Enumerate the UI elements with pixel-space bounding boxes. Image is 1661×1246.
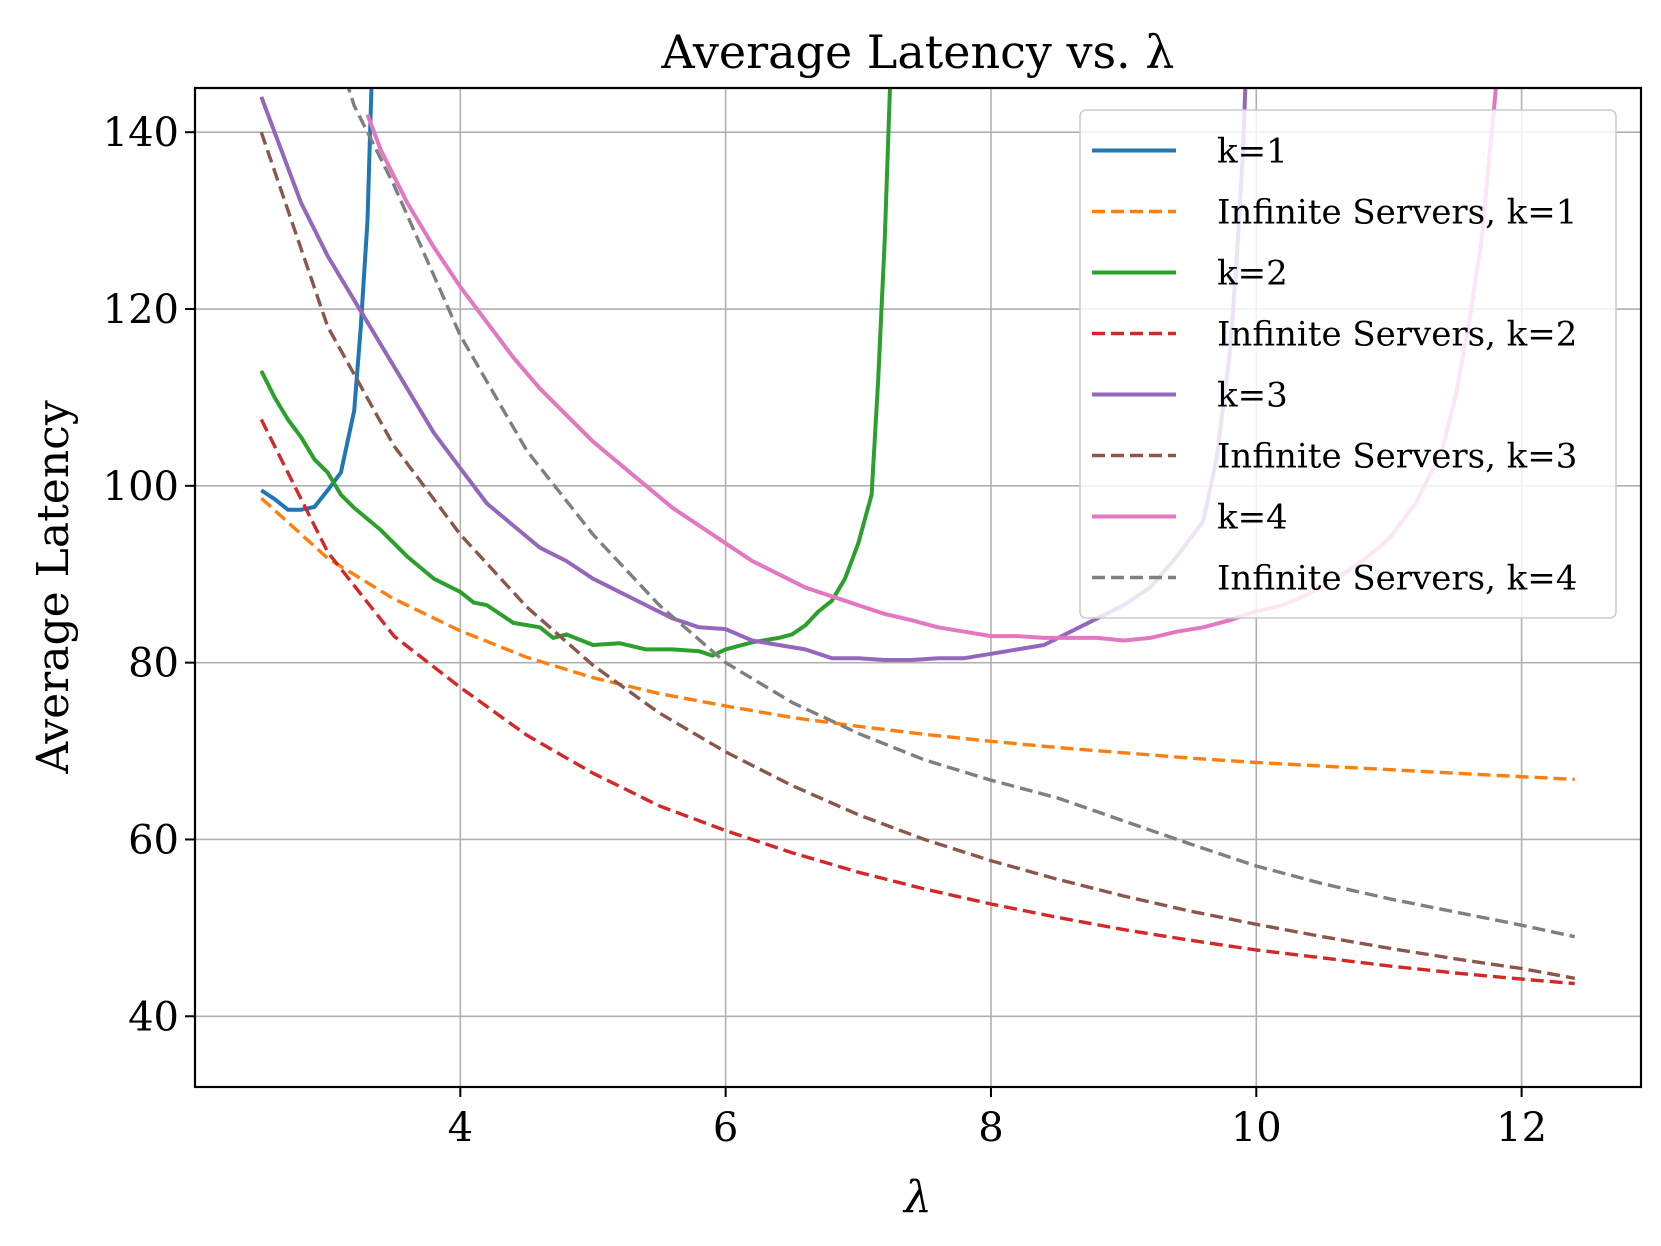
legend-label-7: k=4: [1217, 498, 1288, 538]
y-tick-label: 140: [103, 110, 179, 156]
x-tick-label: 4: [448, 1105, 473, 1151]
y-tick-label: 40: [128, 994, 179, 1040]
x-axis-label: λ: [902, 1172, 932, 1223]
legend-label-5: k=3: [1217, 376, 1288, 416]
y-tick-label: 120: [103, 287, 179, 333]
series-line-3: [259, 88, 892, 658]
legend-label-3: k=2: [1217, 254, 1288, 294]
ticks: 4 6 8 10 12 40 60 80 100 120 140: [103, 110, 1547, 1151]
legend-label-8: Infinite Servers, k=4: [1217, 559, 1577, 599]
legend-label-4: Infinite Servers, k=2: [1217, 315, 1577, 355]
x-tick-label: 10: [1231, 1105, 1282, 1151]
y-tick-label: 60: [128, 817, 179, 863]
x-tick-label: 8: [978, 1105, 1003, 1151]
x-tick-label: 12: [1496, 1105, 1547, 1151]
series-line-4: [259, 418, 1575, 986]
legend: k=1 Infinite Servers, k=1 k=2 Infinite Serv…: [1079, 109, 1617, 619]
legend-box: [1079, 109, 1617, 619]
series-line-2: [260, 496, 1575, 781]
plot-frame: [193, 86, 1643, 1089]
series-line-6: [259, 131, 1576, 980]
y-tick-label: 100: [103, 464, 179, 510]
series-group: [259, 88, 1576, 986]
legend-label-1: k=1: [1217, 132, 1288, 172]
series-line-8: [346, 88, 1576, 939]
y-axis-label: Average Latency: [28, 400, 79, 774]
x-tick-label: 6: [713, 1105, 738, 1151]
legend-label-6: Infinite Servers, k=3: [1217, 437, 1577, 477]
chart-title: Average Latency vs. λ: [661, 25, 1175, 79]
y-tick-label: 80: [128, 641, 179, 687]
legend-label-2: Infinite Servers, k=1: [1217, 193, 1577, 233]
